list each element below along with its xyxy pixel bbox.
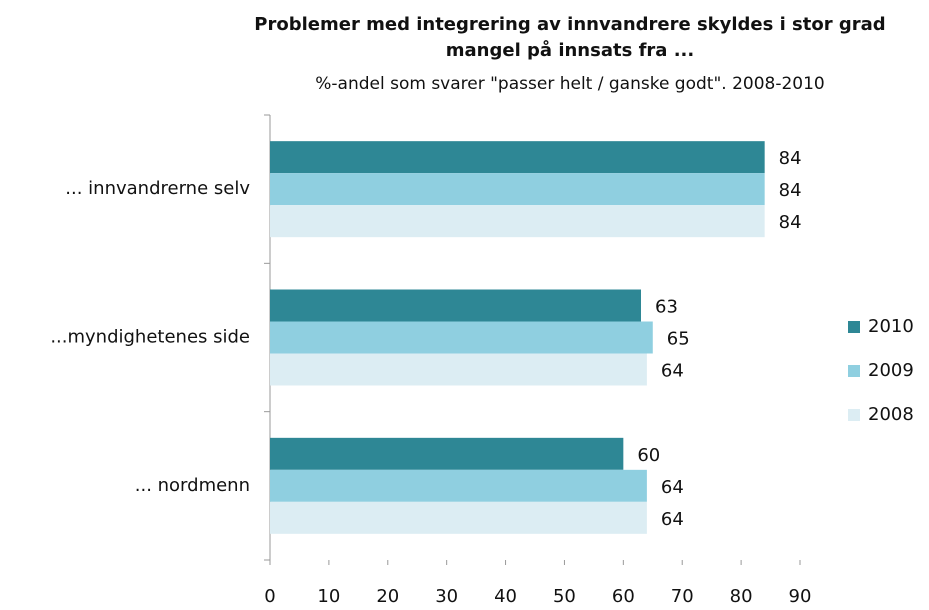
value-label: 64 [661,477,684,498]
x-tick-label: 10 [317,586,340,607]
legend-swatch [848,321,860,333]
x-tick-label: 90 [789,586,812,607]
value-label: 60 [637,445,660,466]
value-label: 64 [661,361,684,382]
x-tick-label: 60 [612,586,635,607]
chart-title: Problemer med integrering av innvandrere… [254,14,886,61]
y-tick-label: ...myndighetenes side [50,327,250,348]
value-label: 84 [779,212,802,233]
x-tick-label: 70 [671,586,694,607]
y-tick-label: ... innvandrerne selv [65,178,250,199]
x-tick-label: 80 [730,586,753,607]
legend-swatch [848,365,860,377]
legend-label: 2008 [868,404,914,425]
bar [270,321,653,354]
x-tick-label: 40 [494,586,517,607]
bar [270,141,765,174]
legend-swatch [848,409,860,421]
y-tick-label: ... nordmenn [135,475,250,496]
legend-label: 2010 [868,316,914,337]
bar [270,289,641,322]
value-label: 84 [779,180,802,201]
value-label: 65 [667,329,690,350]
x-tick-label: 20 [376,586,399,607]
value-label: 64 [661,509,684,530]
chart-subtitle: %-andel som svarer "passer helt / ganske… [315,74,825,94]
legend-label: 2009 [868,360,914,381]
bar [270,353,647,386]
bar [270,469,647,502]
x-tick-label: 30 [435,586,458,607]
x-tick-label: 50 [553,586,576,607]
value-label: 63 [655,297,678,318]
bar [270,437,624,470]
x-tick-label: 0 [264,586,275,607]
bar [270,501,647,534]
bar [270,173,765,206]
bar [270,205,765,238]
value-label: 84 [779,148,802,169]
